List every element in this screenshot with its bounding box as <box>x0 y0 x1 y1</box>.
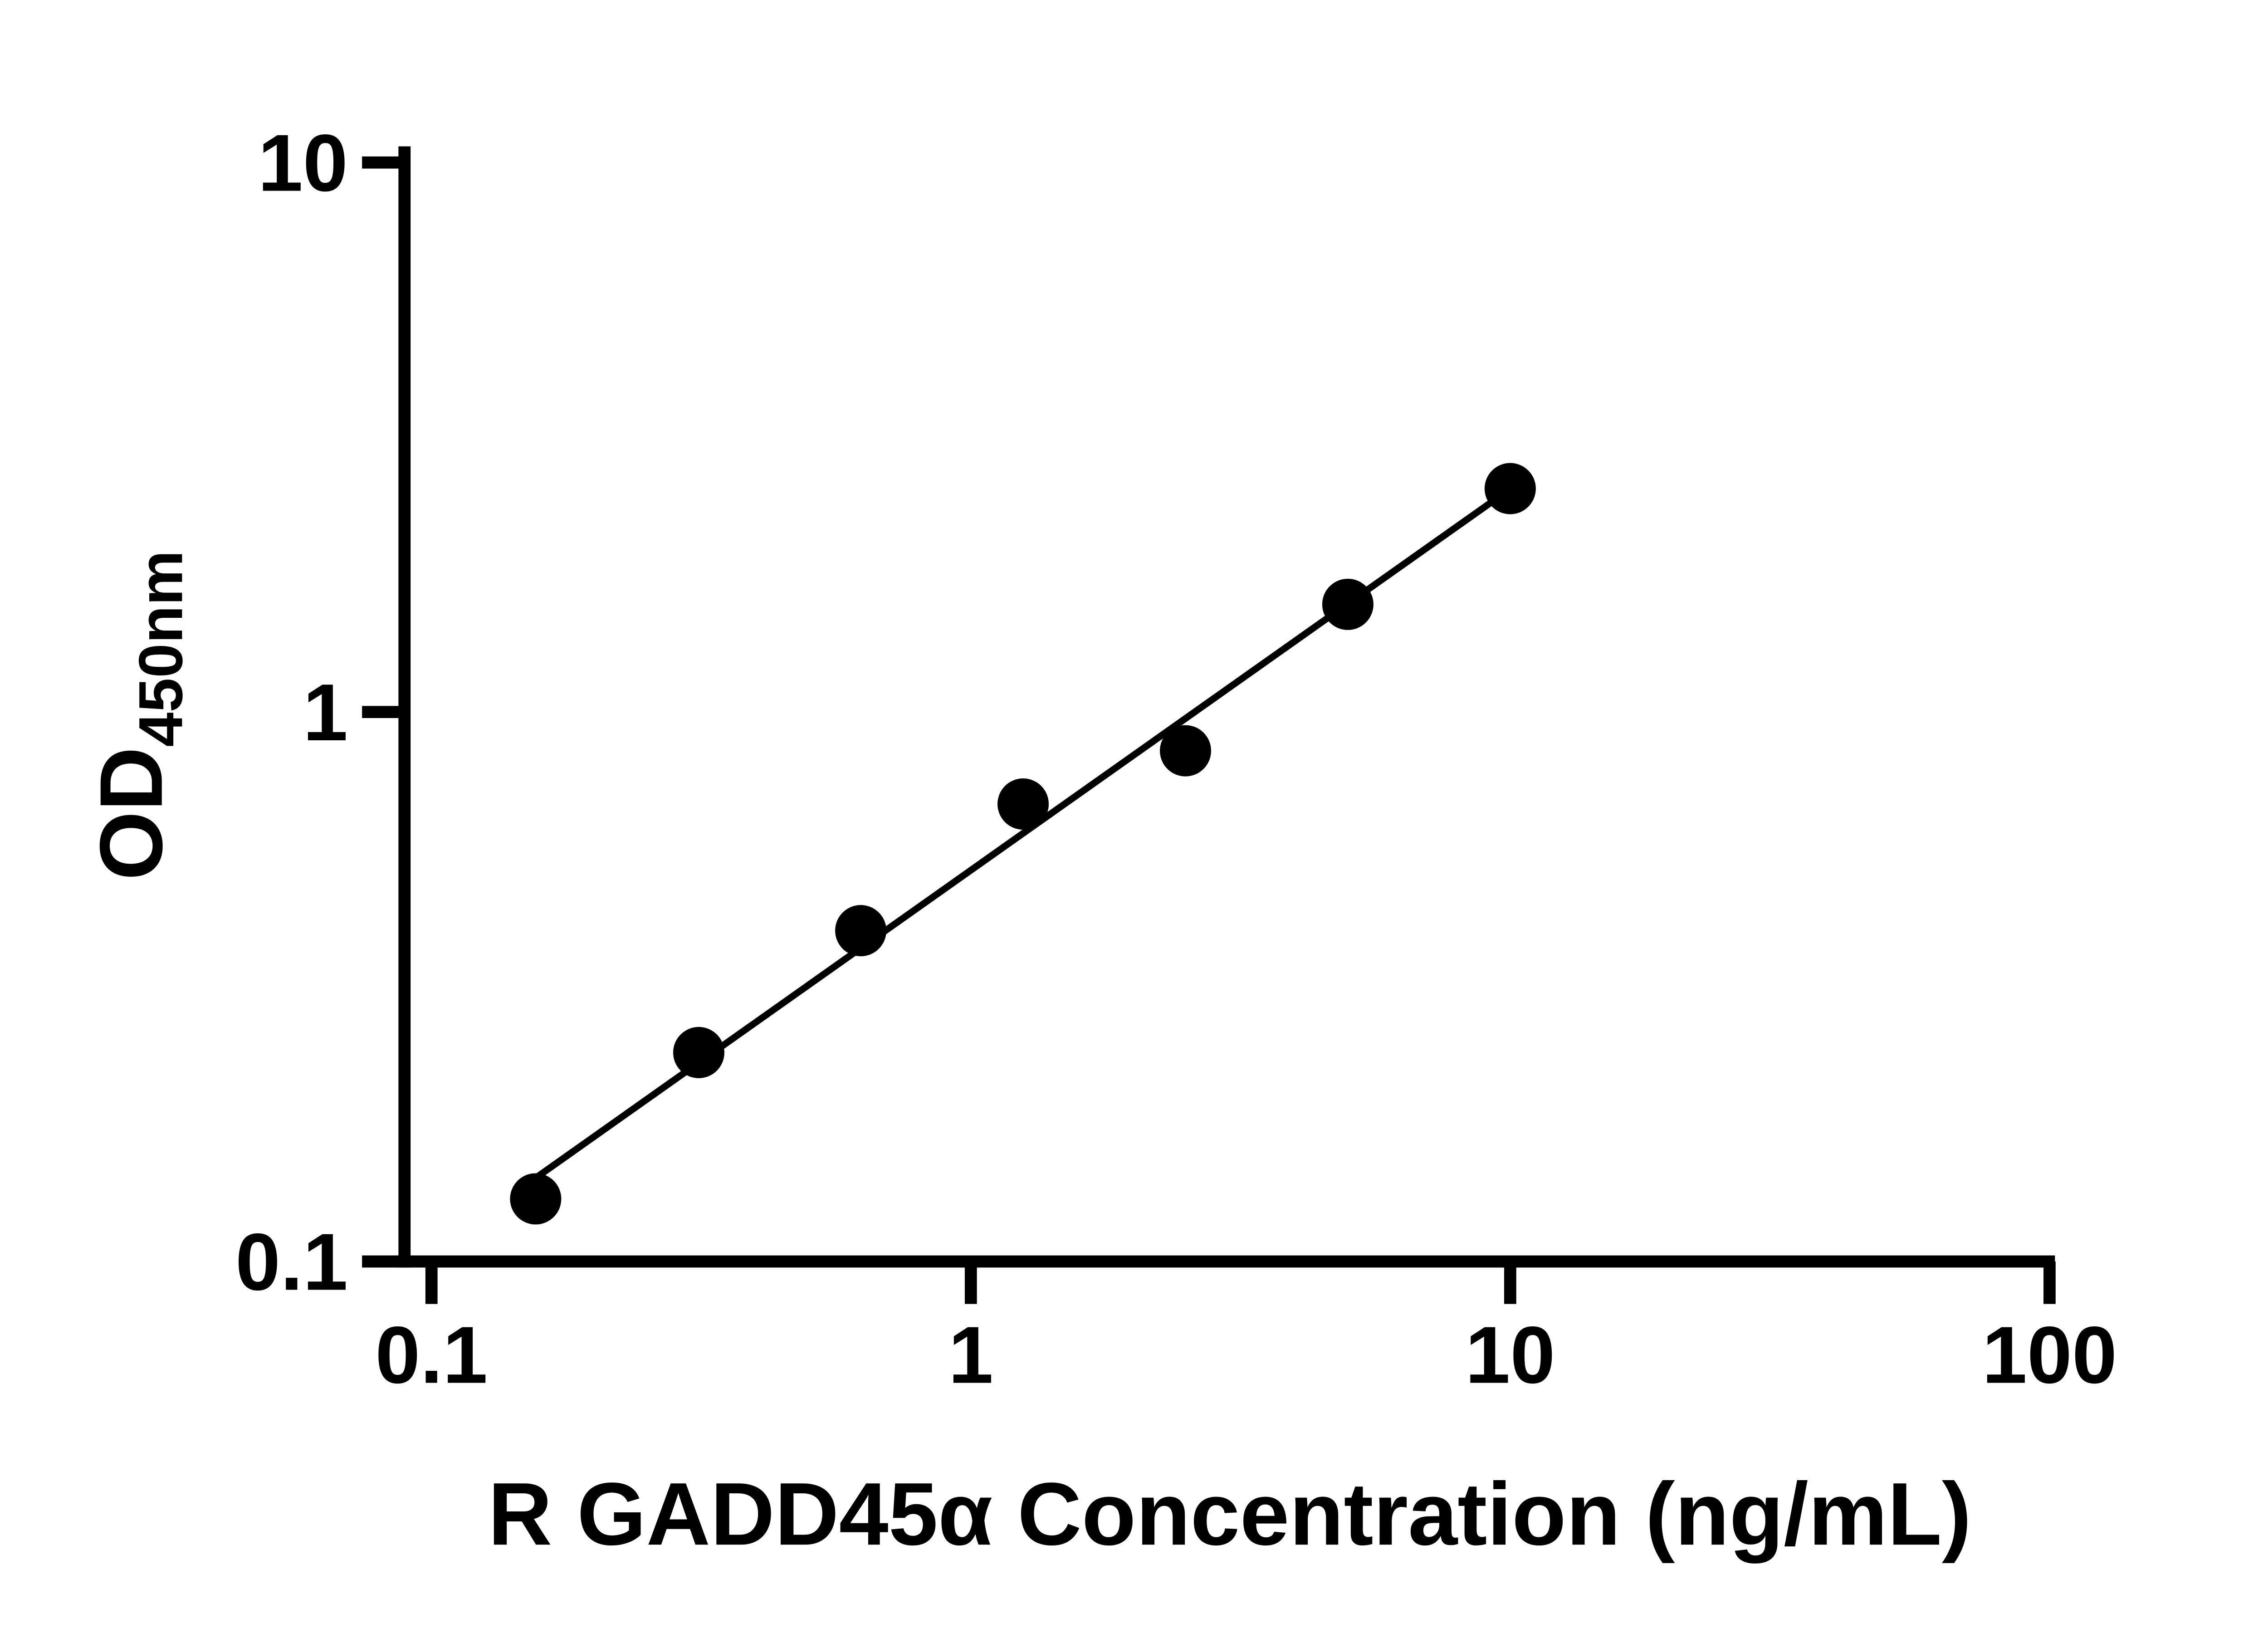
x-tick-label: 1 <box>948 1310 993 1400</box>
x-tick-label: 100 <box>1982 1310 2117 1400</box>
y-axis-title-subscript: 450nm <box>126 550 195 747</box>
x-tick-label: 0.1 <box>375 1310 488 1400</box>
data-point <box>997 778 1049 830</box>
x-axis-title: R GADD45α Concentration (ng/mL) <box>488 1464 1972 1564</box>
y-axis-title-main: OD <box>81 747 181 880</box>
plot-area: 0.1 1 10 100 0.1 1 10 <box>235 118 2117 1400</box>
data-point <box>1160 725 1211 777</box>
data-point <box>835 905 887 957</box>
data-point <box>1322 578 1374 630</box>
y-tick-label: 1 <box>303 667 348 758</box>
x-tick-label: 10 <box>1465 1310 1555 1400</box>
data-point <box>1484 463 1536 514</box>
data-point <box>510 1173 562 1225</box>
data-point <box>673 1027 724 1078</box>
y-tick-label: 0.1 <box>235 1217 348 1307</box>
y-axis-title: OD450nm <box>81 550 196 880</box>
y-tick-label: 10 <box>258 118 348 208</box>
